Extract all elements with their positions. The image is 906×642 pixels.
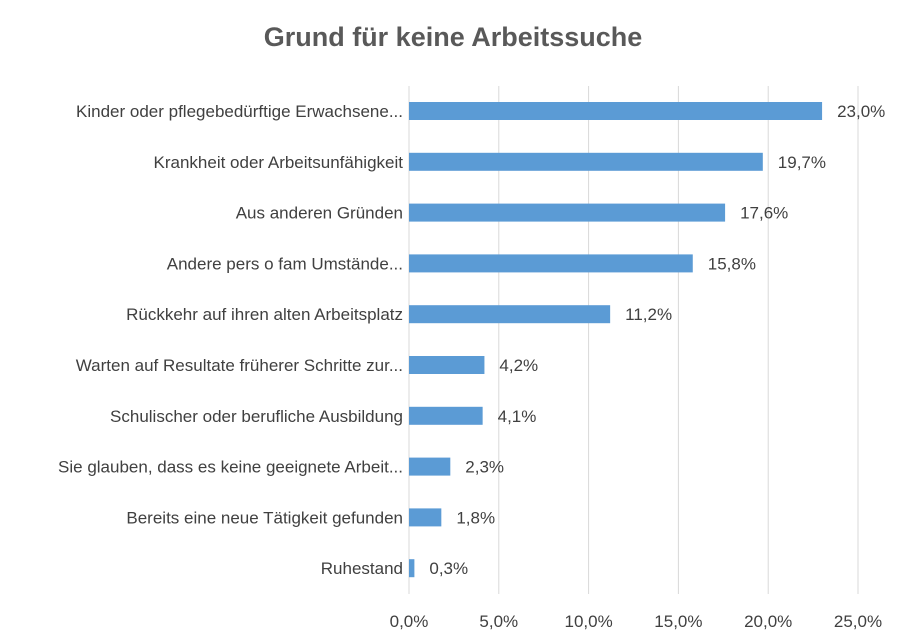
data-label: 15,8%: [708, 254, 756, 273]
category-label: Sie glauben, dass es keine geeignete Arb…: [58, 458, 403, 477]
bar: [409, 406, 483, 425]
data-label: 4,2%: [499, 356, 538, 375]
data-label: 19,7%: [778, 153, 826, 172]
category-label: Krankheit oder Arbeitsunfähigkeit: [154, 153, 404, 172]
x-tick-label: 0,0%: [390, 612, 429, 631]
data-label: 2,3%: [465, 458, 504, 477]
x-tick-label: 25,0%: [834, 612, 882, 631]
x-tick-label: 5,0%: [479, 612, 518, 631]
bar: [409, 254, 693, 273]
data-label: 1,8%: [456, 508, 495, 527]
data-label: 0,3%: [429, 559, 468, 578]
category-label: Bereits eine neue Tätigkeit gefunden: [126, 508, 403, 527]
bar: [409, 102, 823, 120]
category-label: Aus anderen Gründen: [236, 204, 403, 223]
data-label: 23,0%: [837, 102, 885, 121]
x-tick-label: 15,0%: [654, 612, 702, 631]
data-label: 11,2%: [625, 305, 672, 324]
x-tick-label: 10,0%: [564, 612, 612, 631]
data-label: 4,1%: [498, 407, 537, 426]
bar: [409, 457, 451, 476]
bar: [409, 203, 726, 222]
category-label: Schulischer oder berufliche Ausbildung: [110, 407, 403, 426]
category-label: Rückkehr auf ihren alten Arbeitsplatz: [126, 305, 403, 324]
category-label: Warten auf Resultate früherer Schritte z…: [76, 356, 403, 375]
bar: [409, 356, 485, 374]
x-tick-label: 20,0%: [744, 612, 792, 631]
bar: [409, 152, 763, 171]
category-label: Kinder oder pflegebedürftige Erwachsene.…: [76, 102, 403, 121]
bar: [409, 305, 611, 324]
category-label: Ruhestand: [321, 559, 403, 578]
category-label: Andere pers o fam Umstände...: [167, 254, 403, 273]
bar: [409, 559, 415, 578]
chart-title: Grund für keine Arbeitssuche: [264, 22, 643, 52]
data-label: 17,6%: [740, 204, 788, 223]
bar: [409, 508, 442, 527]
